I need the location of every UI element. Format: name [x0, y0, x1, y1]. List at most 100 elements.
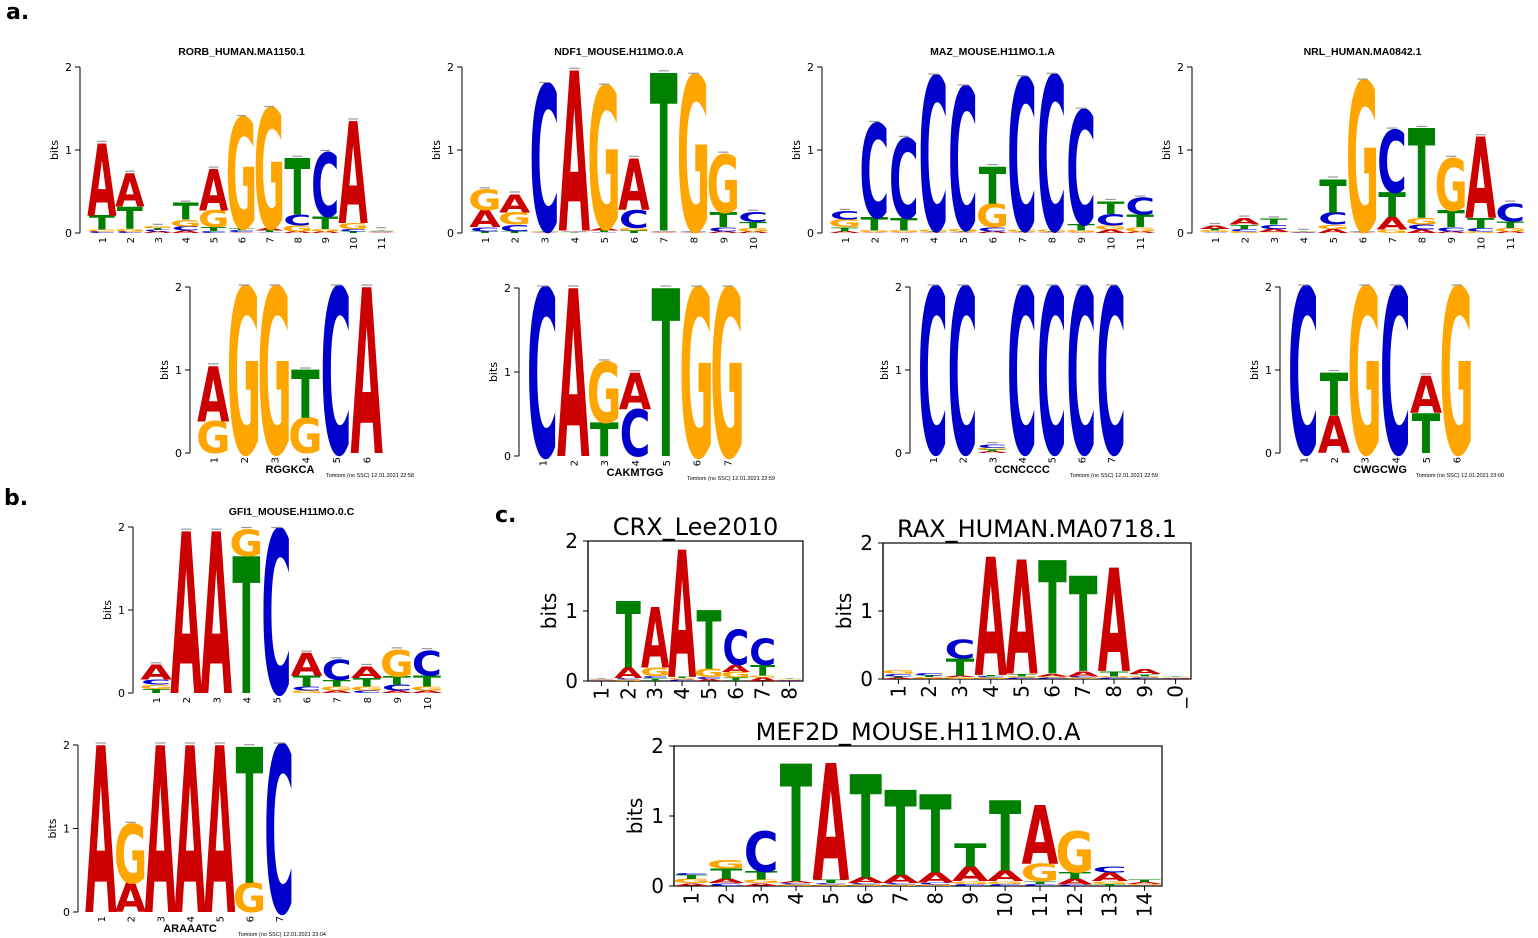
logo-letter-A: A — [975, 524, 1008, 713]
logo-letter-T: T — [1290, 231, 1318, 232]
logo-letter-G: G — [1055, 821, 1094, 886]
x-tick-label: 6 — [303, 697, 314, 703]
x-tick-label: 5 — [959, 237, 970, 243]
logo-letter-C: C — [1037, 241, 1067, 507]
logo-letter-T: T — [920, 231, 948, 232]
logo-letter-C: C — [1377, 113, 1407, 213]
logo-letter-C: C — [619, 205, 649, 234]
logo-letter-G: G — [667, 678, 697, 680]
logo-letter-G: G — [230, 523, 264, 565]
logo-letter-A: A — [918, 232, 949, 233]
logo-letter-A: A — [381, 690, 413, 694]
x-tick-label: 7 — [275, 916, 286, 922]
logo-letter-C: C — [679, 231, 709, 232]
logo-letter-C: C — [1006, 677, 1037, 679]
logo-letter-C: C — [978, 226, 1008, 233]
x-tick-label: 1 — [1299, 457, 1310, 463]
logo-letter-T: T — [117, 201, 143, 237]
x-tick-label: 10 — [423, 697, 434, 710]
consensus-sequence: CAKMTGG — [607, 467, 664, 479]
x-tick-label: 2 — [917, 685, 941, 698]
logo-letter-G: G — [1405, 216, 1438, 227]
logo-letter-T: T — [89, 212, 115, 234]
logo-letter-C: C — [527, 243, 558, 512]
logo-letter-C: C — [530, 46, 560, 279]
x-tick-label: 7 — [1107, 457, 1118, 463]
y-tick-label: 0 — [118, 687, 125, 700]
logo-letter-G: G — [1228, 231, 1261, 234]
logo-letter-T: T — [1349, 231, 1377, 232]
logo-letter-C: C — [141, 678, 171, 686]
x-tick-label: 5 — [210, 237, 221, 243]
logo-letter-A: A — [913, 678, 946, 679]
logo-letter-T: T — [616, 585, 641, 690]
logo-letter-T: T — [670, 676, 695, 678]
logo-letter-T: T — [652, 243, 681, 512]
x-tick-label: 5 — [1329, 237, 1340, 243]
logo-letter-T: T — [1412, 404, 1440, 467]
logo-letter-C: C — [1495, 198, 1524, 227]
logo-letter-G: G — [1158, 677, 1192, 678]
x-tick-label: 6 — [1077, 457, 1088, 463]
logo-letter-A: A — [1347, 232, 1378, 233]
logo-letter-G: G — [1124, 226, 1157, 233]
logo-letter-T: T — [1231, 224, 1259, 231]
y-tick-label: 0 — [447, 227, 454, 240]
x-tick-label: 4 — [1299, 237, 1310, 243]
logo-svg-rorb: RORB_HUMAN.MA1150.1012bitsCGTA1CGTA2ACTG… — [48, 46, 397, 268]
logo-rax: RAX_HUMAN.MA0718.1 0 1 2 bits A T C G 1 A G T C 2 G A T C 3… — [820, 505, 1200, 720]
logo-letter-G: G — [1035, 676, 1069, 678]
logo-letter-A: A — [888, 232, 919, 233]
x-tick-label: 7 — [1018, 237, 1029, 243]
tomtom-footer: Tomtom (no SSC) 12.01.2021 22:59 — [1070, 473, 1158, 479]
logo-letter-C: C — [1023, 883, 1058, 886]
x-tick-label: 9 — [1077, 237, 1088, 243]
x-tick-label: 10 — [993, 892, 1017, 917]
logo-letter-A: A — [1229, 216, 1261, 227]
logo-rorb: RORB_HUMAN.MA1150.1 0 1 2 bits C G T A 1 C G T A 2 A C T G… — [40, 38, 430, 268]
x-tick-label: 8 — [1102, 685, 1126, 698]
logo-letter-A: A — [619, 363, 652, 421]
logo-letter-G: G — [976, 448, 1009, 451]
logo-letter-C: C — [1318, 209, 1348, 229]
logo-letter-G: G — [233, 876, 266, 922]
logo-letter-A: A — [1129, 668, 1162, 677]
logo-letter-C: C — [1407, 223, 1437, 231]
logo-letter-G: G — [679, 243, 713, 512]
logo-letter-G: G — [946, 228, 979, 232]
logo-letter-C: C — [749, 631, 776, 674]
y-tick-label: 0 — [1265, 447, 1272, 460]
y-tick-label: 1 — [175, 364, 182, 377]
logo-letter-T: T — [501, 231, 529, 234]
logo-letter-G: G — [974, 677, 1008, 679]
logo-letter-G: G — [943, 676, 977, 679]
x-tick-label: 4 — [570, 237, 581, 243]
logo-letter-A: A — [1318, 407, 1350, 466]
x-tick-label: 3 — [948, 685, 972, 698]
logo-letter-G: G — [1494, 227, 1527, 232]
x-tick-label: 4 — [670, 687, 694, 700]
logo-letter-G: G — [1440, 242, 1474, 508]
logo-letter-G: G — [887, 230, 920, 233]
logo-letter-A: A — [618, 145, 650, 227]
y-tick-label: 2 — [504, 282, 511, 295]
x-tick-label: 11 — [1028, 892, 1052, 917]
logo-letter-T: T — [919, 773, 952, 898]
x-tick-label: 7 — [724, 460, 735, 466]
x-tick-label: 1 — [841, 237, 852, 243]
x-tick-label: 2 — [714, 892, 738, 905]
logo-letter-T: T — [954, 838, 987, 875]
panel-label-b: b. — [4, 486, 29, 511]
logo-letter-C: C — [953, 883, 988, 886]
y-axis-label: bits — [537, 593, 561, 630]
logo-letter-T: T — [340, 231, 367, 234]
logo-letter-G: G — [114, 228, 145, 232]
logo-letter-C: C — [88, 231, 116, 234]
y-tick-label: 0 — [565, 669, 578, 693]
logo-letter-C: C — [918, 882, 953, 885]
logo-letter-T: T — [777, 678, 802, 679]
logo-letter-T: T — [1024, 880, 1056, 884]
y-tick-label: 0 — [807, 227, 814, 240]
logo-letter-A: A — [1091, 871, 1128, 884]
